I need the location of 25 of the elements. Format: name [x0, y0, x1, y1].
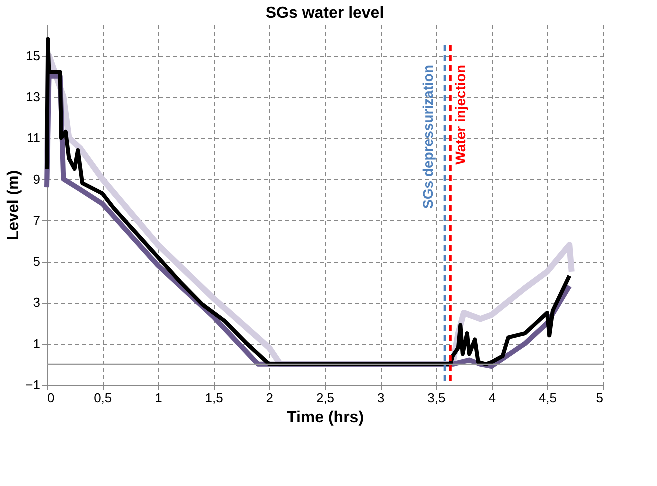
x-tick-label: 2 — [266, 390, 274, 406]
y-tick-label: 7 — [33, 212, 40, 228]
x-tick-label: 1 — [155, 390, 162, 406]
y-tick-label: 9 — [33, 172, 40, 187]
y-tick-label: 5 — [33, 254, 40, 270]
y-axis-title: Level (m) — [6, 170, 23, 241]
x-tick-label: 0 — [48, 390, 55, 406]
ref-line-label: SGs depressurization — [420, 65, 436, 209]
x-tick-label: 3,5 — [428, 390, 446, 406]
x-tick-label: 4,5 — [538, 390, 557, 406]
x-tick-label: 3 — [377, 390, 385, 406]
y-tick-label: 13 — [26, 90, 40, 104]
x-tick-label: 2,5 — [316, 390, 335, 406]
x-tick-label: 5 — [596, 390, 604, 406]
x-axis-title: Time (hrs) — [286, 410, 364, 426]
ref-line-label: Water injection — [452, 65, 469, 165]
x-tick-label: 4 — [488, 390, 496, 406]
y-tick-label: 15 — [26, 48, 40, 64]
y-tick-label: 11 — [27, 130, 40, 146]
y-tick-label: −1 — [26, 378, 40, 392]
x-tick-label: 1,5 — [205, 390, 224, 406]
y-tick-label: 3 — [33, 295, 40, 310]
y-tick-label: 1 — [33, 336, 40, 352]
x-tick-label: 0,5 — [94, 390, 112, 406]
chart-title: SGs water level — [266, 5, 384, 22]
